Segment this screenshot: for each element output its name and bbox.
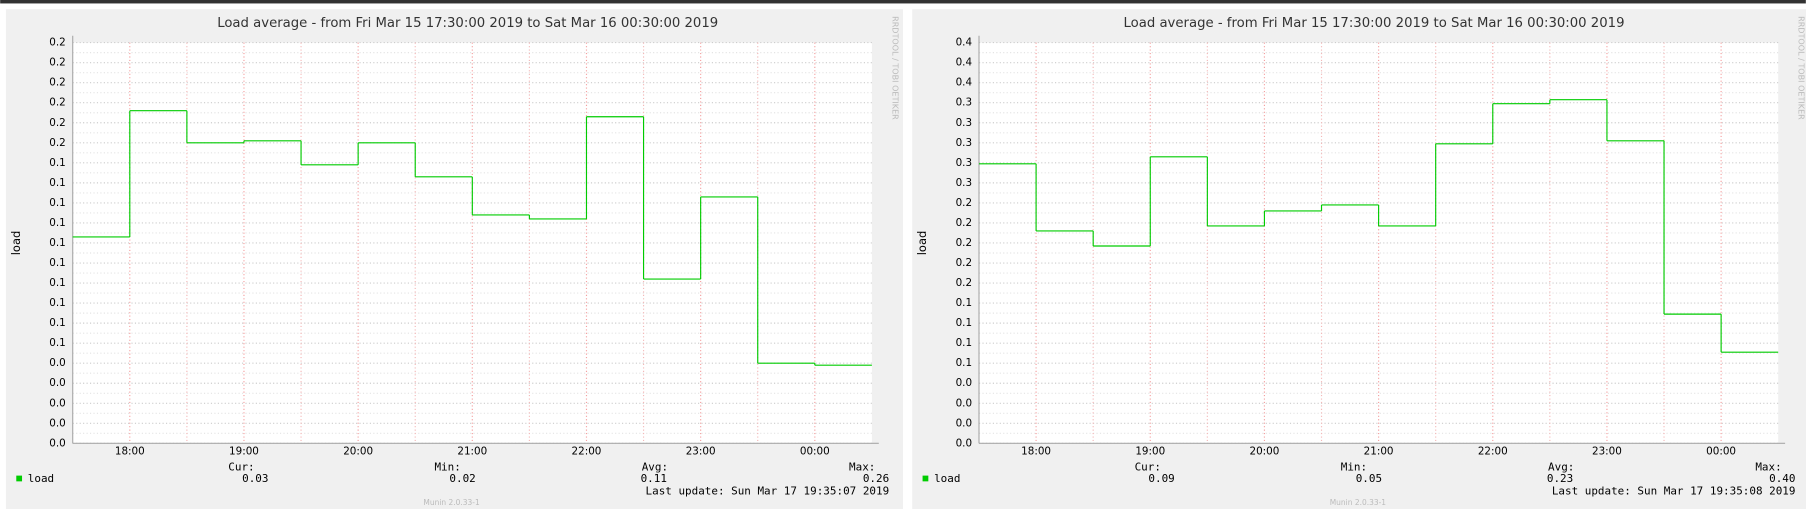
y-tick-label: 0.1 <box>49 177 65 189</box>
y-tick-label: 0.0 <box>49 437 65 449</box>
stat-value: 0.23 <box>1547 472 1573 485</box>
y-tick-label: 0.4 <box>956 57 973 69</box>
stat-label: Max: <box>1755 461 1781 474</box>
legend-swatch <box>16 475 23 482</box>
y-tick-label: 0.3 <box>956 157 972 169</box>
stat-value: 0.02 <box>449 472 475 485</box>
y-tick-label: 0.0 <box>956 377 972 389</box>
stat-label: Max: <box>849 461 875 474</box>
footer: Munin 2.0.33-1 <box>1330 498 1387 507</box>
chart-title: Load average - from Fri Mar 15 17:30:00 … <box>1123 16 1624 31</box>
y-tick-label: 0.0 <box>49 397 65 409</box>
y-tick-label: 0.0 <box>956 417 972 429</box>
x-tick-label: 18:00 <box>1021 445 1051 457</box>
y-tick-label: 0.4 <box>956 77 973 89</box>
footer: Munin 2.0.33-1 <box>423 498 480 507</box>
stat-label: Min: <box>434 461 460 474</box>
y-tick-label: 0.1 <box>49 157 65 169</box>
y-tick-label: 0.3 <box>956 117 972 129</box>
x-tick-label: 21:00 <box>457 445 487 457</box>
y-tick-label: 0.3 <box>956 177 972 189</box>
y-axis-label: load <box>9 231 23 256</box>
top-bar <box>0 0 1806 4</box>
y-tick-label: 0.1 <box>956 317 972 329</box>
y-tick-label: 0.2 <box>956 197 972 209</box>
side-text: RRDTOOL / TOBI OETIKER <box>890 16 899 120</box>
x-tick-label: 00:00 <box>1706 445 1736 457</box>
y-tick-label: 0.2 <box>956 217 972 229</box>
y-tick-label: 0.2 <box>956 277 972 289</box>
y-tick-label: 0.2 <box>49 97 65 109</box>
y-tick-label: 0.1 <box>49 237 65 249</box>
stat-label: Avg: <box>642 461 668 474</box>
y-tick-label: 0.1 <box>49 317 65 329</box>
y-tick-label: 0.2 <box>49 77 65 89</box>
y-tick-label: 0.0 <box>956 437 972 449</box>
x-tick-label: 18:00 <box>115 445 145 457</box>
y-tick-label: 0.1 <box>49 257 65 269</box>
stat-value: 0.26 <box>863 472 889 485</box>
x-tick-label: 22:00 <box>1478 445 1508 457</box>
y-tick-label: 0.0 <box>956 397 972 409</box>
x-tick-label: 19:00 <box>1135 445 1165 457</box>
y-tick-label: 0.1 <box>49 337 65 349</box>
chart-title: Load average - from Fri Mar 15 17:30:00 … <box>217 16 718 31</box>
y-tick-label: 0.1 <box>956 357 972 369</box>
y-tick-label: 0.2 <box>956 237 972 249</box>
side-text: RRDTOOL / TOBI OETIKER <box>1797 16 1806 120</box>
y-tick-label: 0.2 <box>956 257 972 269</box>
legend-label: load <box>28 472 54 485</box>
y-axis-label: load <box>915 231 929 256</box>
y-tick-label: 0.2 <box>49 57 65 69</box>
legend-swatch <box>922 475 929 482</box>
y-tick-label: 0.3 <box>956 137 972 149</box>
y-tick-label: 0.1 <box>956 337 972 349</box>
stat-value: 0.09 <box>1148 472 1174 485</box>
stat-value: 0.11 <box>641 472 667 485</box>
y-tick-label: 0.1 <box>49 197 65 209</box>
stat-value: 0.05 <box>1356 472 1382 485</box>
y-tick-label: 0.1 <box>49 277 65 289</box>
y-tick-label: 0.0 <box>49 357 65 369</box>
y-tick-label: 0.4 <box>956 37 973 49</box>
x-tick-label: 19:00 <box>229 445 259 457</box>
x-tick-label: 22:00 <box>572 445 602 457</box>
stat-value: 0.40 <box>1769 472 1795 485</box>
stat-label: Cur: <box>228 461 254 474</box>
y-tick-label: 0.1 <box>956 297 972 309</box>
y-tick-label: 0.1 <box>49 217 65 229</box>
stat-label: Cur: <box>1135 461 1161 474</box>
last-update: Last update: Sun Mar 17 19:35:08 2019 <box>1552 485 1796 498</box>
x-tick-label: 00:00 <box>800 445 830 457</box>
y-tick-label: 0.2 <box>49 117 65 129</box>
y-tick-label: 0.3 <box>956 97 972 109</box>
stat-value: 0.03 <box>242 472 268 485</box>
stat-label: Min: <box>1341 461 1367 474</box>
x-tick-label: 20:00 <box>1250 445 1280 457</box>
stat-label: Avg: <box>1548 461 1574 474</box>
y-tick-label: 0.2 <box>49 37 65 49</box>
x-tick-label: 23:00 <box>686 445 716 457</box>
y-tick-label: 0.2 <box>49 137 65 149</box>
legend-label: load <box>934 472 960 485</box>
y-tick-label: 0.0 <box>49 417 65 429</box>
x-tick-label: 20:00 <box>343 445 373 457</box>
x-tick-label: 21:00 <box>1364 445 1394 457</box>
y-tick-label: 0.0 <box>49 377 65 389</box>
x-tick-label: 23:00 <box>1592 445 1622 457</box>
y-tick-label: 0.1 <box>49 297 65 309</box>
last-update: Last update: Sun Mar 17 19:35:07 2019 <box>646 485 890 498</box>
